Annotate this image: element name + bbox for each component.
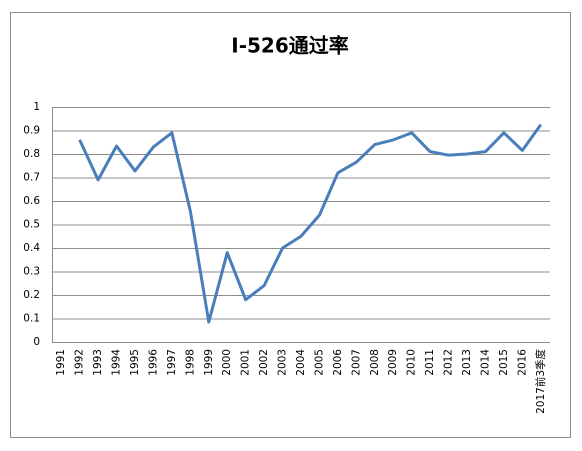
x-tick-label: 2000 bbox=[221, 349, 233, 376]
x-tick-label: 1997 bbox=[166, 349, 178, 376]
x-tick-label: 2002 bbox=[258, 349, 270, 376]
x-tick-label: 1994 bbox=[111, 349, 123, 376]
x-tick-label: 2006 bbox=[332, 349, 344, 376]
y-tick-label: 0.5 bbox=[23, 219, 40, 231]
x-tick-label: 1993 bbox=[92, 349, 104, 376]
y-tick-label: 0.9 bbox=[23, 125, 40, 137]
y-tick-label: 0.4 bbox=[23, 242, 40, 254]
chart-title: I-526通过率 bbox=[231, 34, 349, 58]
x-tick-label: 1995 bbox=[129, 349, 141, 376]
x-tick-label: 2012 bbox=[443, 349, 455, 376]
y-tick-label: 0.8 bbox=[23, 148, 40, 160]
y-tick-label: 0 bbox=[33, 336, 40, 348]
y-tick-label: 0.2 bbox=[23, 289, 40, 301]
y-tick-label: 0.1 bbox=[23, 313, 40, 325]
y-tick-label: 0.3 bbox=[23, 266, 40, 278]
x-tick-label: 2011 bbox=[424, 349, 436, 376]
x-tick-label: 2016 bbox=[516, 349, 528, 376]
x-tick-label: 2017前3季度 bbox=[534, 349, 547, 414]
x-tick-label: 1998 bbox=[184, 349, 196, 376]
x-tick-label: 2010 bbox=[406, 349, 418, 376]
x-tick-label: 1999 bbox=[203, 349, 215, 376]
x-tick-label: 2009 bbox=[387, 349, 399, 376]
x-tick-label: 2007 bbox=[350, 349, 362, 376]
x-tick-label: 2014 bbox=[479, 349, 491, 376]
line-series bbox=[78, 123, 542, 324]
y-tick-label: 1 bbox=[33, 101, 40, 113]
x-tick-label: 1992 bbox=[74, 349, 86, 376]
x-tick-label: 2001 bbox=[240, 349, 252, 376]
x-tick-label: 2005 bbox=[313, 349, 325, 376]
x-tick-label: 2008 bbox=[369, 349, 381, 376]
y-tick-label: 0.6 bbox=[23, 195, 40, 207]
x-tick-label: 2004 bbox=[295, 349, 307, 376]
x-tick-label: 1996 bbox=[147, 349, 159, 376]
x-tick-label: 2015 bbox=[498, 349, 510, 376]
x-tick-label: 2003 bbox=[277, 349, 289, 376]
x-tick-label: 1991 bbox=[55, 349, 67, 376]
y-tick-label: 0.7 bbox=[23, 172, 40, 184]
x-tick-label: 2013 bbox=[461, 349, 473, 376]
